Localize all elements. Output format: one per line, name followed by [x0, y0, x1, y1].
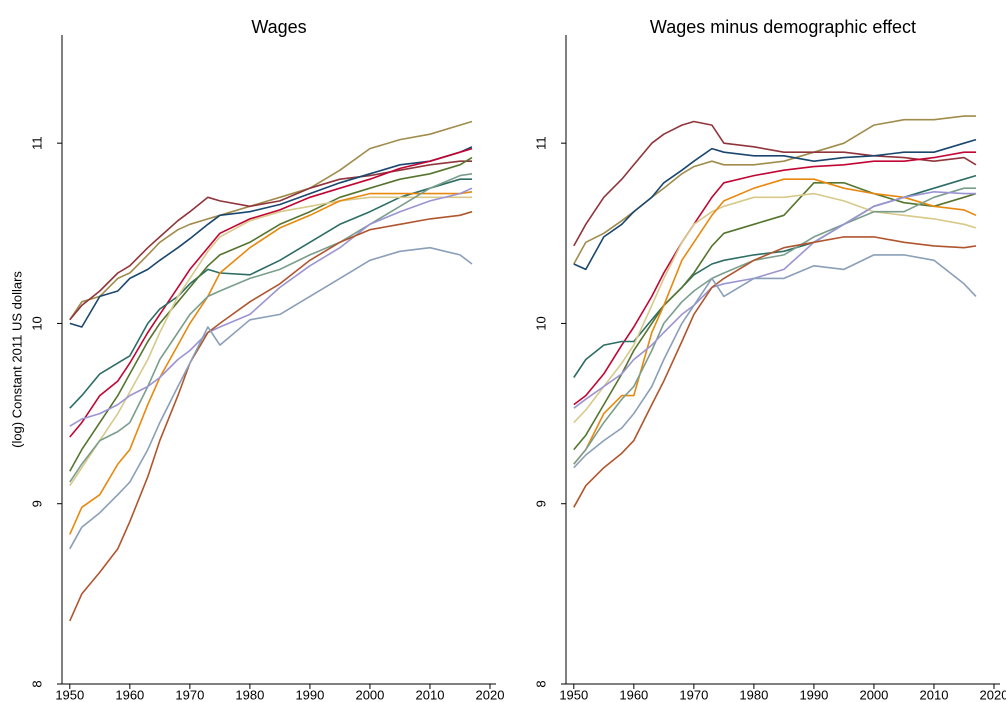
series-line: [573, 115, 976, 265]
x-tick-label: 1990: [799, 687, 828, 702]
y-tick-label: 9: [29, 500, 44, 507]
series-line: [69, 120, 473, 321]
x-tick-label: 1960: [115, 687, 144, 702]
series-line: [69, 156, 473, 472]
chart-title: Wages: [251, 17, 306, 37]
x-tick-label: 2000: [859, 687, 888, 702]
x-tick-label: 1950: [55, 687, 84, 702]
series-line: [573, 182, 977, 451]
y-tick-label: 8: [533, 680, 548, 687]
x-tick-label: 1970: [679, 687, 708, 702]
x-tick-label: 2020: [476, 687, 505, 702]
series-line: [573, 254, 977, 469]
x-tick-label: 1960: [619, 687, 648, 702]
x-tick-label: 2000: [355, 687, 384, 702]
y-tick-label: 10: [533, 316, 548, 330]
series-line: [69, 187, 473, 427]
x-tick-label: 1990: [295, 687, 324, 702]
series-line: [573, 120, 977, 247]
series-line: [69, 178, 472, 409]
series-line: [69, 147, 473, 438]
chart-title: Wages minus demographic effect: [650, 17, 916, 37]
series-line: [573, 187, 976, 465]
y-tick-label: 11: [29, 136, 44, 150]
x-tick-label: 2010: [920, 687, 949, 702]
series-line: [69, 246, 473, 550]
series-line: [69, 146, 473, 328]
y-tick-label: 8: [29, 680, 44, 687]
x-tick-label: 1980: [235, 687, 264, 702]
series-line: [573, 236, 977, 508]
y-tick-label: 10: [29, 316, 44, 330]
y-tick-label: 9: [533, 500, 548, 507]
x-tick-label: 2010: [416, 687, 445, 702]
series-line: [69, 210, 473, 622]
y-axis-title: (log) Constant 2011 US dollars: [9, 271, 24, 448]
y-tick-label: 11: [533, 136, 548, 150]
x-tick-label: 1970: [175, 687, 204, 702]
series-line: [573, 178, 977, 465]
series-line: [69, 196, 472, 487]
series-line: [69, 173, 473, 483]
series-line: [69, 191, 473, 535]
series-line: [573, 192, 977, 424]
series-line: [573, 191, 976, 409]
x-tick-label: 1950: [559, 687, 588, 702]
x-tick-label: 1980: [739, 687, 768, 702]
series-line: [573, 138, 977, 271]
series-line: [69, 160, 472, 321]
x-tick-label: 2020: [980, 687, 1006, 702]
